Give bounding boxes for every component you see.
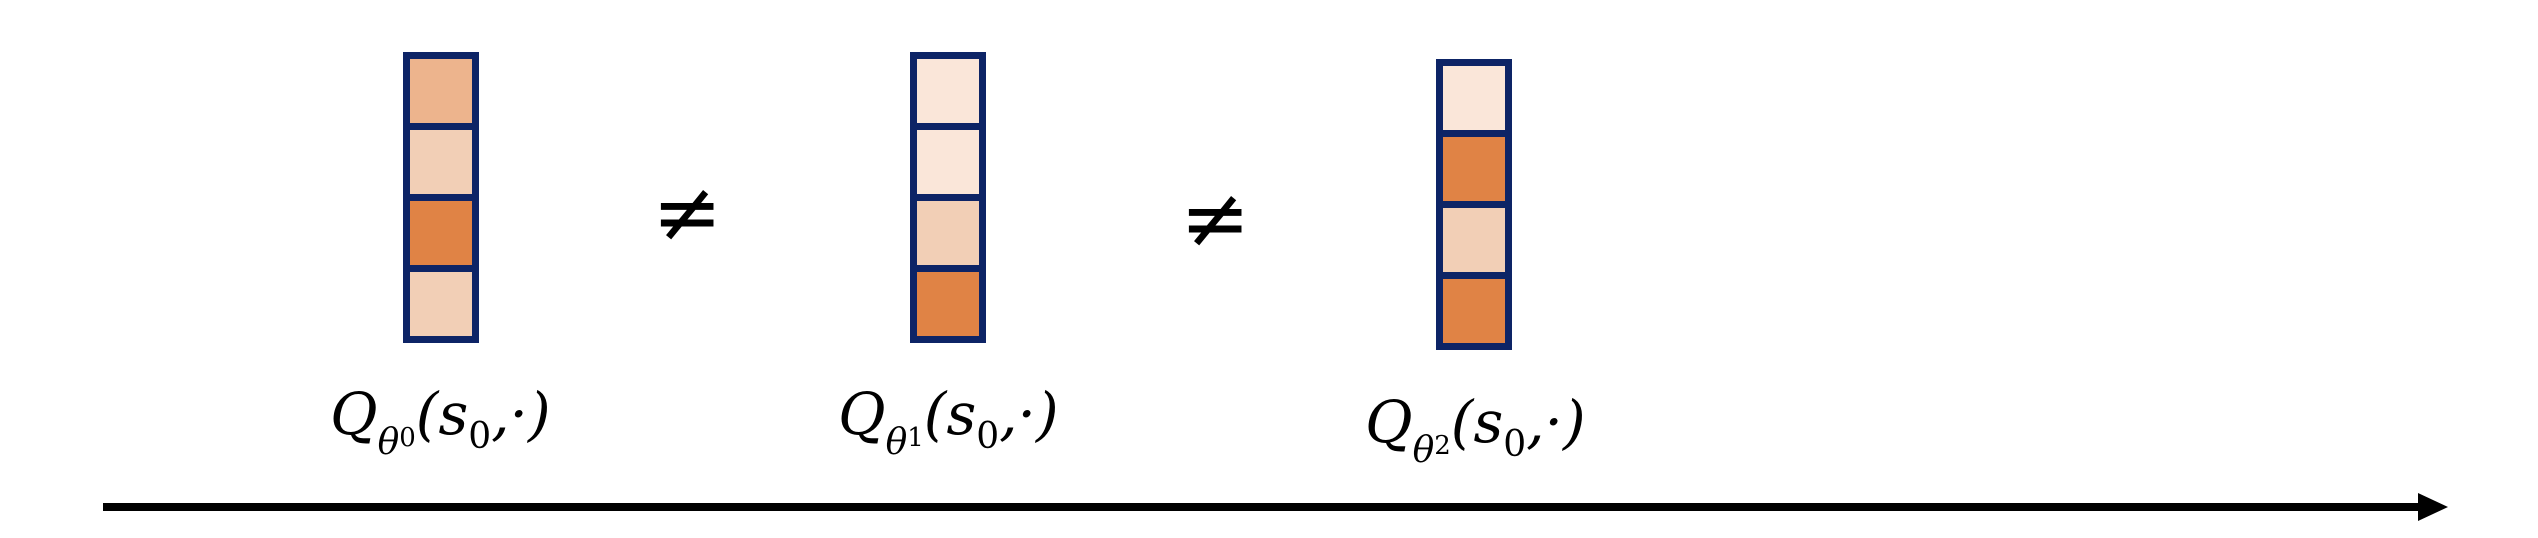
q-value-cell (1443, 279, 1505, 343)
q-value-cell (917, 130, 979, 194)
q-function-label-0: Qθ0(s0,·) (330, 380, 551, 463)
q-value-cell (917, 272, 979, 336)
q-vector-column-0 (403, 52, 479, 343)
q-function-label-2: Qθ2(s0,·) (1365, 388, 1586, 471)
q-value-cell (1443, 137, 1505, 201)
q-vector-column-2 (1436, 59, 1512, 350)
not-equal-sign: ≠ (652, 163, 723, 261)
q-function-label-1: Qθ1(s0,·) (838, 380, 1059, 463)
q-value-cell (410, 272, 472, 336)
not-equal-sign: ≠ (1180, 169, 1251, 267)
q-value-cell (410, 201, 472, 265)
q-value-cell (1443, 208, 1505, 272)
q-value-cell (1443, 66, 1505, 130)
q-value-cell (917, 59, 979, 123)
timeline-arrow-shaft (103, 503, 2423, 511)
q-value-cell (410, 130, 472, 194)
timeline-arrow-head (2418, 493, 2448, 521)
q-vector-column-1 (910, 52, 986, 343)
q-value-cell (410, 59, 472, 123)
q-value-cell (917, 201, 979, 265)
